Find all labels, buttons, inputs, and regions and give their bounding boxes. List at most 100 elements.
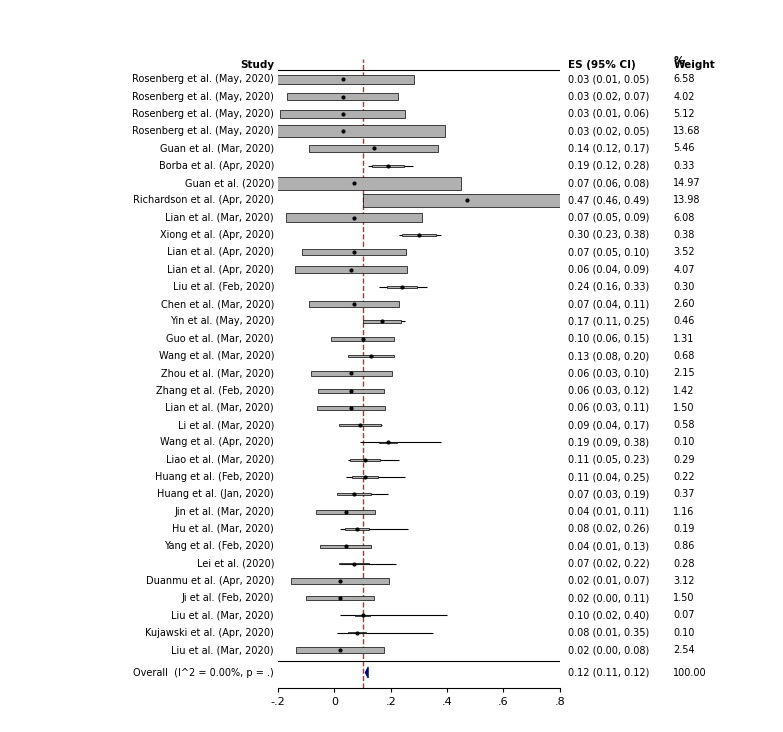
Bar — [318, 389, 384, 392]
Text: 0.03 (0.01, 0.05): 0.03 (0.01, 0.05) — [568, 75, 649, 84]
Text: 0.02 (0.00, 0.08): 0.02 (0.00, 0.08) — [568, 645, 649, 655]
Text: 0.07 (0.05, 0.09): 0.07 (0.05, 0.09) — [568, 213, 649, 223]
Text: Duanmu et al. (Apr, 2020): Duanmu et al. (Apr, 2020) — [146, 576, 274, 586]
Text: 5.12: 5.12 — [673, 109, 695, 119]
Text: %: % — [673, 56, 684, 66]
Text: 0.07 (0.03, 0.19): 0.07 (0.03, 0.19) — [568, 490, 649, 499]
Text: 6.08: 6.08 — [673, 213, 695, 223]
Text: Ji et al. (Feb, 2020): Ji et al. (Feb, 2020) — [182, 593, 274, 603]
Text: 0.02 (0.01, 0.07): 0.02 (0.01, 0.07) — [568, 576, 649, 586]
Text: 0.19 (0.09, 0.38): 0.19 (0.09, 0.38) — [568, 438, 649, 447]
Bar — [286, 214, 422, 222]
Text: 0.14 (0.12, 0.17): 0.14 (0.12, 0.17) — [568, 143, 649, 154]
Bar — [309, 144, 438, 152]
Text: 2.15: 2.15 — [673, 368, 695, 378]
Bar — [320, 545, 371, 548]
Text: Wang et al. (Apr, 2020): Wang et al. (Apr, 2020) — [161, 438, 274, 447]
Text: 0.04 (0.01, 0.11): 0.04 (0.01, 0.11) — [568, 507, 649, 517]
Text: 2.60: 2.60 — [673, 299, 695, 309]
Text: Xiong et al. (Apr, 2020): Xiong et al. (Apr, 2020) — [160, 230, 274, 240]
Text: Guo et al. (Mar, 2020): Guo et al. (Mar, 2020) — [166, 334, 274, 344]
Bar — [309, 302, 399, 307]
Text: Rosenberg et al. (May, 2020): Rosenberg et al. (May, 2020) — [132, 92, 274, 102]
Bar — [348, 354, 394, 357]
Text: 0.03 (0.02, 0.05): 0.03 (0.02, 0.05) — [568, 126, 649, 136]
Bar — [337, 493, 371, 496]
Text: 3.52: 3.52 — [673, 247, 695, 257]
Text: 4.02: 4.02 — [673, 92, 695, 102]
Text: 0.02 (0.00, 0.11): 0.02 (0.00, 0.11) — [568, 593, 649, 603]
Bar — [355, 615, 370, 616]
Polygon shape — [366, 667, 368, 678]
Text: 0.38: 0.38 — [673, 230, 695, 240]
Text: 2.54: 2.54 — [673, 645, 695, 655]
Text: Zhou et al. (Mar, 2020): Zhou et al. (Mar, 2020) — [161, 368, 274, 378]
Text: Lian et al. (Mar, 2020): Lian et al. (Mar, 2020) — [165, 213, 274, 223]
Text: 0.12 (0.11, 0.12): 0.12 (0.11, 0.12) — [568, 668, 649, 678]
Text: 0.47 (0.46, 0.49): 0.47 (0.46, 0.49) — [568, 195, 649, 206]
Text: Richardson et al. (Apr, 2020): Richardson et al. (Apr, 2020) — [133, 195, 274, 206]
Text: 0.07: 0.07 — [673, 610, 695, 621]
Bar — [387, 286, 417, 288]
Text: 0.10 (0.02, 0.40): 0.10 (0.02, 0.40) — [568, 610, 649, 621]
Bar — [287, 93, 399, 100]
Bar — [247, 176, 461, 190]
Text: Zhang et al. (Feb, 2020): Zhang et al. (Feb, 2020) — [156, 386, 274, 395]
Text: Rosenberg et al. (May, 2020): Rosenberg et al. (May, 2020) — [132, 75, 274, 84]
Text: Yin et al. (May, 2020): Yin et al. (May, 2020) — [170, 316, 274, 326]
Bar — [296, 647, 384, 653]
Text: 1.50: 1.50 — [673, 593, 695, 603]
Bar — [351, 459, 381, 460]
Bar — [352, 477, 378, 478]
Text: Rosenberg et al. (May, 2020): Rosenberg et al. (May, 2020) — [132, 126, 274, 136]
Text: 0.19: 0.19 — [673, 524, 695, 534]
Text: Wang et al. (Mar, 2020): Wang et al. (Mar, 2020) — [158, 351, 274, 361]
Bar — [331, 337, 394, 340]
Text: 0.33: 0.33 — [673, 161, 695, 171]
Bar — [363, 321, 401, 323]
Bar — [311, 371, 392, 376]
Text: Weight: Weight — [673, 59, 715, 70]
Text: Jin et al. (Mar, 2020): Jin et al. (Mar, 2020) — [174, 507, 274, 517]
Text: 13.98: 13.98 — [673, 195, 701, 206]
Text: Lian et al. (Apr, 2020): Lian et al. (Apr, 2020) — [167, 247, 274, 257]
Text: 0.08 (0.01, 0.35): 0.08 (0.01, 0.35) — [568, 628, 649, 638]
Text: 0.58: 0.58 — [673, 420, 695, 430]
Text: 0.10: 0.10 — [673, 438, 695, 447]
Text: 0.10 (0.06, 0.15): 0.10 (0.06, 0.15) — [568, 334, 649, 344]
Text: 1.16: 1.16 — [673, 507, 695, 517]
Text: 0.03 (0.01, 0.06): 0.03 (0.01, 0.06) — [568, 109, 649, 119]
Text: 0.30 (0.23, 0.38): 0.30 (0.23, 0.38) — [568, 230, 649, 240]
Text: Guan et al. (2020): Guan et al. (2020) — [185, 178, 274, 188]
Text: 0.06 (0.03, 0.10): 0.06 (0.03, 0.10) — [568, 368, 649, 378]
Bar — [272, 75, 413, 83]
Text: 0.24 (0.16, 0.33): 0.24 (0.16, 0.33) — [568, 282, 649, 292]
Text: 0.04 (0.01, 0.13): 0.04 (0.01, 0.13) — [568, 541, 649, 551]
Text: 1.50: 1.50 — [673, 403, 695, 413]
Bar — [402, 234, 436, 236]
Text: 6.58: 6.58 — [673, 75, 695, 84]
Text: Liao et al. (Mar, 2020): Liao et al. (Mar, 2020) — [166, 455, 274, 465]
Text: 0.86: 0.86 — [673, 541, 695, 551]
Bar — [372, 165, 404, 167]
Text: 1.42: 1.42 — [673, 386, 695, 395]
Bar — [363, 194, 570, 206]
Bar — [295, 266, 407, 273]
Bar — [291, 578, 389, 584]
Text: Rosenberg et al. (May, 2020): Rosenberg et al. (May, 2020) — [132, 109, 274, 119]
Text: 100.00: 100.00 — [673, 668, 707, 678]
Text: 0.13 (0.08, 0.20): 0.13 (0.08, 0.20) — [568, 351, 649, 361]
Text: 0.06 (0.03, 0.11): 0.06 (0.03, 0.11) — [568, 403, 649, 413]
Bar — [345, 529, 369, 530]
Text: Kujawski et al. (Apr, 2020): Kujawski et al. (Apr, 2020) — [145, 628, 274, 638]
Bar — [338, 424, 381, 427]
Text: Li et al. (Mar, 2020): Li et al. (Mar, 2020) — [178, 420, 274, 430]
Text: Chen et al. (Mar, 2020): Chen et al. (Mar, 2020) — [161, 299, 274, 309]
Text: 0.07 (0.05, 0.10): 0.07 (0.05, 0.10) — [568, 247, 649, 257]
Text: 4.07: 4.07 — [673, 264, 695, 274]
Text: Hu et al. (Mar, 2020): Hu et al. (Mar, 2020) — [172, 524, 274, 534]
Bar — [316, 510, 375, 514]
Text: Lian et al. (Mar, 2020): Lian et al. (Mar, 2020) — [165, 403, 274, 413]
Text: Liu et al. (Mar, 2020): Liu et al. (Mar, 2020) — [171, 645, 274, 655]
Bar — [240, 125, 446, 138]
